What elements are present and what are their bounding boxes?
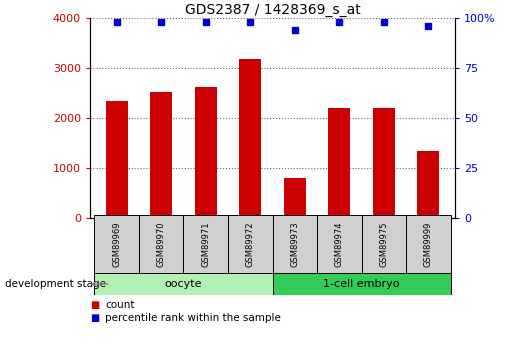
Title: GDS2387 / 1428369_s_at: GDS2387 / 1428369_s_at bbox=[185, 3, 361, 17]
Bar bbox=[284, 178, 306, 218]
Text: GSM89970: GSM89970 bbox=[157, 221, 166, 267]
Text: ■: ■ bbox=[90, 300, 99, 310]
Bar bbox=[183, 215, 228, 273]
Bar bbox=[194, 87, 217, 218]
Bar bbox=[328, 108, 350, 218]
Bar bbox=[273, 215, 317, 273]
Text: ■: ■ bbox=[90, 313, 99, 323]
Text: count: count bbox=[105, 300, 135, 310]
Text: GSM89999: GSM89999 bbox=[424, 221, 433, 267]
Bar bbox=[139, 215, 183, 273]
Text: oocyte: oocyte bbox=[165, 279, 202, 289]
Bar bbox=[373, 108, 395, 218]
Text: percentile rank within the sample: percentile rank within the sample bbox=[105, 313, 281, 323]
Bar bbox=[417, 150, 439, 218]
Bar bbox=[273, 273, 450, 295]
Text: GSM89974: GSM89974 bbox=[335, 221, 344, 267]
Bar bbox=[94, 215, 139, 273]
Text: development stage: development stage bbox=[5, 279, 106, 289]
Text: GSM89969: GSM89969 bbox=[112, 221, 121, 267]
Bar bbox=[317, 215, 362, 273]
Bar bbox=[406, 215, 450, 273]
Text: GSM89972: GSM89972 bbox=[246, 221, 255, 267]
Text: GSM89975: GSM89975 bbox=[379, 221, 388, 267]
Text: 1-cell embryo: 1-cell embryo bbox=[323, 279, 400, 289]
Bar bbox=[94, 273, 273, 295]
Text: GSM89973: GSM89973 bbox=[290, 221, 299, 267]
Bar bbox=[150, 92, 172, 218]
Text: GSM89971: GSM89971 bbox=[201, 221, 210, 267]
Bar bbox=[228, 215, 273, 273]
Bar bbox=[106, 100, 128, 218]
Bar bbox=[239, 59, 262, 218]
Bar bbox=[362, 215, 406, 273]
